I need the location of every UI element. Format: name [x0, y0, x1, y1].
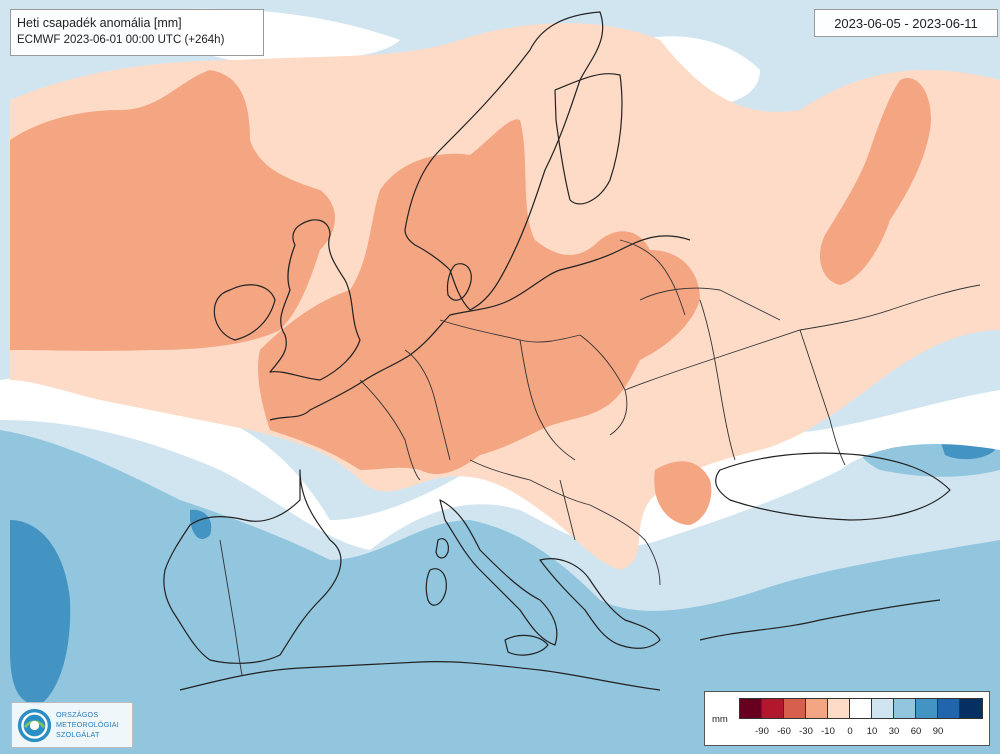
date-range-box: 2023-06-05 - 2023-06-11: [814, 9, 998, 37]
map-title: Heti csapadék anomália [mm]: [17, 16, 182, 30]
title-box: Heti csapadék anomália [mm] ECMWF 2023-0…: [10, 9, 264, 56]
legend-color-cell: [894, 699, 916, 718]
legend-tick-label: 90: [932, 726, 944, 737]
legend-tick-label: -10: [821, 726, 835, 737]
legend-tick-label: -30: [799, 726, 813, 737]
legend-color-cell: [762, 699, 784, 718]
negative-anomaly-medium-balkans: [654, 461, 712, 525]
legend: mm -90 -60 -30 -10 0 10 30 60 90: [704, 691, 990, 746]
coastlines: [163, 11, 951, 691]
legend-tick-label: -90: [755, 726, 769, 737]
legend-tick-label: -60: [777, 726, 791, 737]
country-borders: [219, 239, 981, 676]
omsz-logo: ORSZÁGOS METEOROLÓGIAI SZOLGÁLAT: [11, 702, 133, 748]
legend-tick-label: 10: [866, 726, 878, 737]
positive-anomaly-strong-atlantic: [10, 520, 71, 705]
negative-anomaly-medium-atlantic: [10, 70, 335, 351]
legend-color-cell: [938, 699, 960, 718]
legend-color-cell: [784, 699, 806, 718]
legend-color-cell: [740, 699, 762, 718]
legend-color-bar: [739, 698, 983, 719]
legend-color-cell: [916, 699, 938, 718]
negative-anomaly-medium-russia: [820, 78, 931, 285]
positive-anomaly-medium-south: [0, 430, 1000, 754]
logo-line-3: SZOLGÁLAT: [56, 730, 100, 739]
legend-tick-labels: -90 -60 -30 -10 0 10 30 60 90: [739, 726, 984, 740]
positive-anomaly-strong-iberia: [190, 509, 212, 540]
date-range: 2023-06-05 - 2023-06-11: [834, 15, 978, 31]
legend-tick-label: 60: [910, 726, 922, 737]
legend-color-cell: [828, 699, 850, 718]
logo-text: ORSZÁGOS METEOROLÓGIAI SZOLGÁLAT: [56, 710, 132, 740]
model-run-info: ECMWF 2023-06-01 00:00 UTC (+264h): [17, 34, 225, 46]
legend-unit: mm: [712, 714, 728, 725]
legend-tick-label: 0: [847, 726, 853, 737]
legend-color-cell: [960, 699, 982, 718]
logo-line-1: ORSZÁGOS: [56, 710, 99, 719]
legend-tick-label: 30: [888, 726, 900, 737]
negative-anomaly-medium-continent: [258, 119, 700, 475]
omsz-logo-icon: [17, 708, 52, 743]
logo-line-2: METEOROLÓGIAI: [56, 720, 119, 729]
legend-color-cell: [872, 699, 894, 718]
legend-color-cell: [806, 699, 828, 718]
legend-color-cell: [850, 699, 872, 718]
